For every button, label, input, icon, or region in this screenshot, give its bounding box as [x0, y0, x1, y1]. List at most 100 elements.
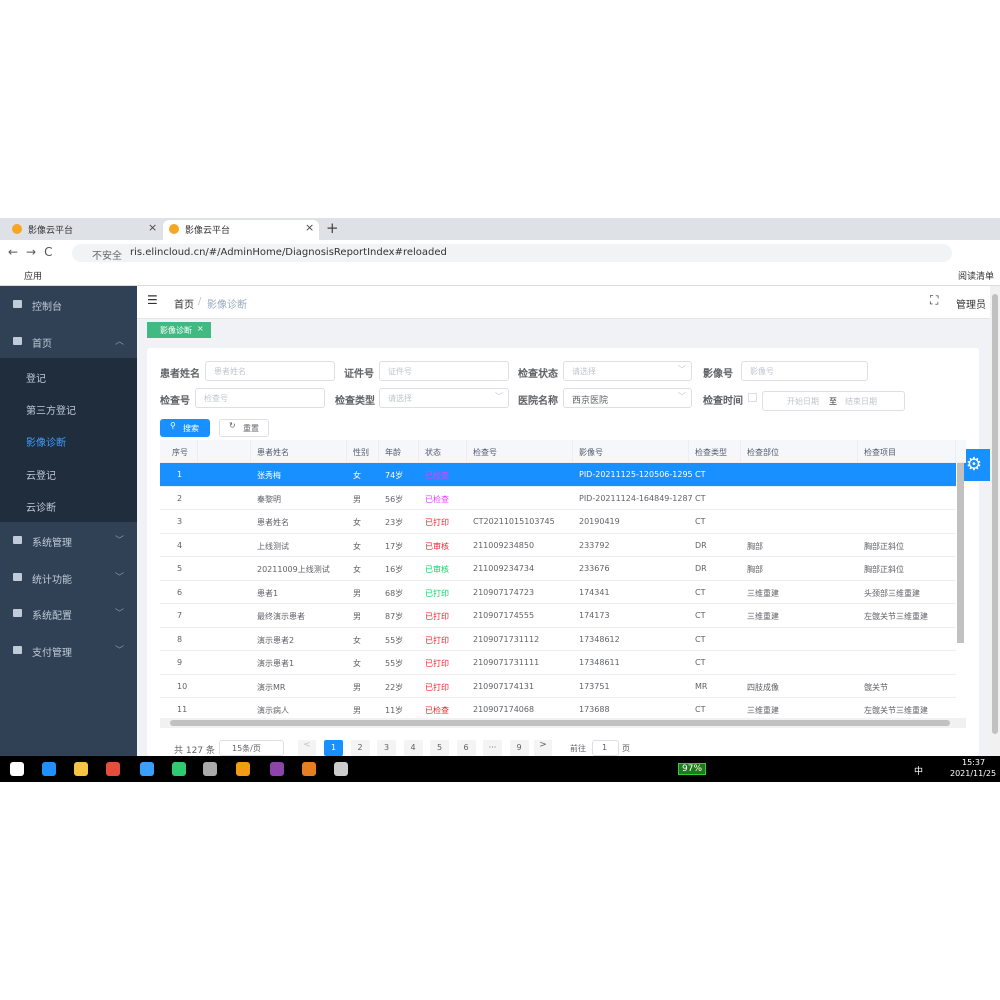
taskbar-icon[interactable]: [42, 762, 56, 776]
address-bar[interactable]: [72, 244, 952, 262]
page-size[interactable]: [219, 740, 284, 756]
url[interactable]: ris.elincloud.cn/#/AdminHome/DiagnosisRe…: [130, 247, 447, 258]
page-button[interactable]: [456, 740, 476, 756]
table-cell: 患者姓名: [257, 518, 289, 527]
taskbar-icon[interactable]: [270, 762, 284, 776]
field-label: 影像号: [703, 369, 733, 380]
table-cell: 女: [353, 518, 361, 527]
table-row[interactable]: [160, 486, 956, 510]
table-row[interactable]: [160, 627, 956, 651]
input[interactable]: [205, 361, 335, 381]
active-tab[interactable]: [163, 220, 319, 240]
page-button[interactable]: [483, 740, 502, 756]
input-text: 西京医院: [572, 396, 609, 406]
date-range[interactable]: [762, 391, 905, 411]
page-number: 4: [410, 743, 416, 752]
table-row[interactable]: [160, 580, 956, 604]
taskbar-icon[interactable]: [74, 762, 88, 776]
menu-item[interactable]: 系统配置: [32, 611, 72, 622]
taskbar-icon[interactable]: [302, 762, 316, 776]
table-row[interactable]: [160, 557, 956, 581]
page-button[interactable]: [430, 740, 449, 756]
taskbar-icon[interactable]: [203, 762, 217, 776]
table-cell: 张秀梅: [257, 471, 281, 480]
divider: [137, 318, 990, 319]
submenu-item[interactable]: 影像诊断: [26, 438, 66, 449]
menu-icon: [13, 337, 22, 345]
input[interactable]: [563, 361, 692, 381]
select-arrow: ﹀: [678, 392, 686, 401]
page-button[interactable]: [403, 740, 423, 756]
page-button[interactable]: [350, 740, 370, 756]
menu-item[interactable]: 首页: [32, 339, 52, 350]
table-row[interactable]: [160, 651, 956, 675]
menu-item[interactable]: 系统管理: [32, 538, 72, 549]
table-cell: 患者1: [257, 588, 279, 598]
menu-item[interactable]: 统计功能: [32, 575, 72, 586]
page-button[interactable]: [509, 740, 529, 756]
goto: 前往: [570, 744, 586, 753]
table-cell: 233676: [579, 564, 610, 573]
table-cell: 最终演示患者: [257, 612, 305, 621]
table-cell: 17348612: [579, 634, 620, 644]
page-button[interactable]: [377, 740, 396, 756]
table-row[interactable]: [160, 698, 956, 718]
menu-item[interactable]: 支付管理: [32, 648, 72, 659]
security: 不安全: [92, 251, 122, 262]
taskbar-icon[interactable]: [140, 762, 154, 776]
table-cell: 胸部: [747, 565, 763, 574]
table-cell: 女: [353, 659, 361, 668]
tab-close[interactable]: ×: [148, 221, 158, 234]
table-row[interactable]: [160, 674, 956, 698]
table-row[interactable]: [160, 533, 956, 557]
submenu-item[interactable]: 云诊断: [26, 503, 56, 514]
submenu-item[interactable]: 云登记: [26, 471, 56, 482]
input[interactable]: [379, 388, 509, 408]
table-cell: 演示患者1: [257, 659, 295, 668]
table-cell: 已检查: [425, 494, 449, 504]
input[interactable]: [195, 388, 325, 408]
field-label: 检查号: [160, 396, 190, 407]
table-cell: 已打印: [425, 659, 449, 668]
bookmark[interactable]: 应用: [24, 272, 43, 282]
table-cell: 17348611: [579, 658, 620, 667]
tag[interactable]: [147, 322, 211, 338]
column-header: 患者姓名: [257, 448, 289, 457]
taskbar-icon[interactable]: [10, 762, 24, 776]
goto-input[interactable]: [592, 740, 619, 756]
page-button[interactable]: [324, 740, 343, 756]
menu-item[interactable]: 控制台: [32, 302, 62, 313]
search-button[interactable]: [160, 419, 210, 437]
submenu-item[interactable]: 第三方登记: [26, 406, 76, 417]
user[interactable]: 管理员: [956, 300, 986, 311]
table-cell: 10: [177, 681, 188, 691]
table-row[interactable]: [160, 604, 956, 628]
tab-close[interactable]: ×: [305, 221, 315, 234]
input-text: 请选择: [388, 394, 412, 403]
taskbar-icon[interactable]: [172, 762, 186, 776]
prev[interactable]: <: [298, 740, 316, 756]
table-cell: CT: [695, 611, 706, 620]
column-header: 状态: [425, 448, 441, 457]
table-cell: 演示患者2: [257, 635, 295, 645]
input[interactable]: [563, 388, 692, 408]
taskbar-icon[interactable]: [106, 762, 120, 776]
table-cell: 演示MR: [257, 682, 286, 692]
breadcrumb[interactable]: 首页: [174, 300, 194, 311]
menu-arrow: ﹀: [115, 573, 125, 583]
reset-button[interactable]: [219, 419, 269, 437]
input[interactable]: [741, 361, 868, 381]
tab-title[interactable]: 影像云平台: [28, 226, 74, 236]
table-row[interactable]: [160, 463, 956, 487]
next[interactable]: >: [534, 740, 552, 756]
input[interactable]: [379, 361, 509, 381]
new-tab[interactable]: +: [326, 219, 339, 237]
taskbar-icon[interactable]: [236, 762, 250, 776]
submenu-item[interactable]: 登记: [26, 374, 46, 385]
reading-list[interactable]: 阅读清单: [958, 272, 995, 282]
table-row[interactable]: [160, 510, 956, 534]
taskbar-icon[interactable]: [334, 762, 348, 776]
fullscreen[interactable]: ⛶: [930, 293, 939, 307]
tab-title[interactable]: 影像云平台: [185, 226, 231, 236]
checkbox[interactable]: [748, 393, 757, 402]
